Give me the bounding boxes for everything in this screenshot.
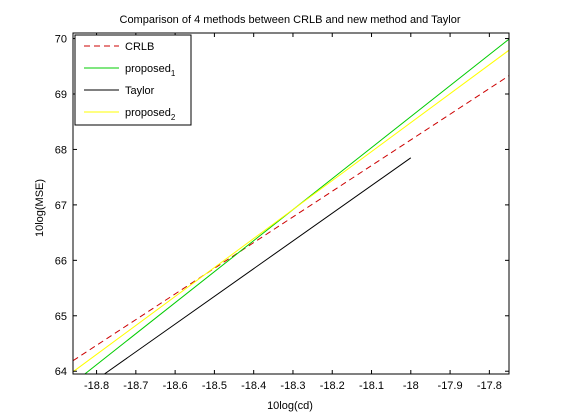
y-tick-label: 69	[55, 89, 67, 101]
x-tick-label: -18.1	[359, 380, 384, 392]
y-tick-label: 67	[55, 200, 67, 212]
x-tick-label: -18.5	[202, 380, 227, 392]
y-tick-label: 65	[55, 311, 67, 323]
x-tick-label: -18.4	[241, 380, 266, 392]
chart-title: Comparison of 4 methods between CRLB and…	[120, 14, 461, 26]
x-tick-label: -17.8	[477, 380, 502, 392]
legend-label-3: Taylor	[125, 85, 155, 97]
y-tick-label: 70	[55, 34, 67, 46]
x-tick-label: -18.2	[320, 380, 345, 392]
x-tick-label: -18	[403, 380, 419, 392]
x-tick-label: -17.9	[438, 380, 463, 392]
x-tick-label: -18.3	[280, 380, 305, 392]
y-axis-label: 10log(MSE)	[34, 179, 46, 237]
legend-subscript-4: 2	[171, 113, 176, 122]
x-tick-label: -18.6	[163, 380, 188, 392]
y-tick-label: 68	[55, 144, 67, 156]
y-tick-label: 64	[55, 366, 67, 378]
y-tick-label: 66	[55, 255, 67, 267]
plot-area: -18.8 -18.7 -18.6 -18.5 -18.4 -18.3 -18.2 -18.1…	[55, 33, 509, 392]
x-tick-label: -18.8	[84, 380, 109, 392]
x-tick-label: -18.7	[123, 380, 148, 392]
legend-subscript-2: 1	[171, 69, 176, 78]
x-axis-label: 10log(cd)	[267, 400, 313, 412]
legend-label-1: CRLB	[125, 41, 154, 53]
